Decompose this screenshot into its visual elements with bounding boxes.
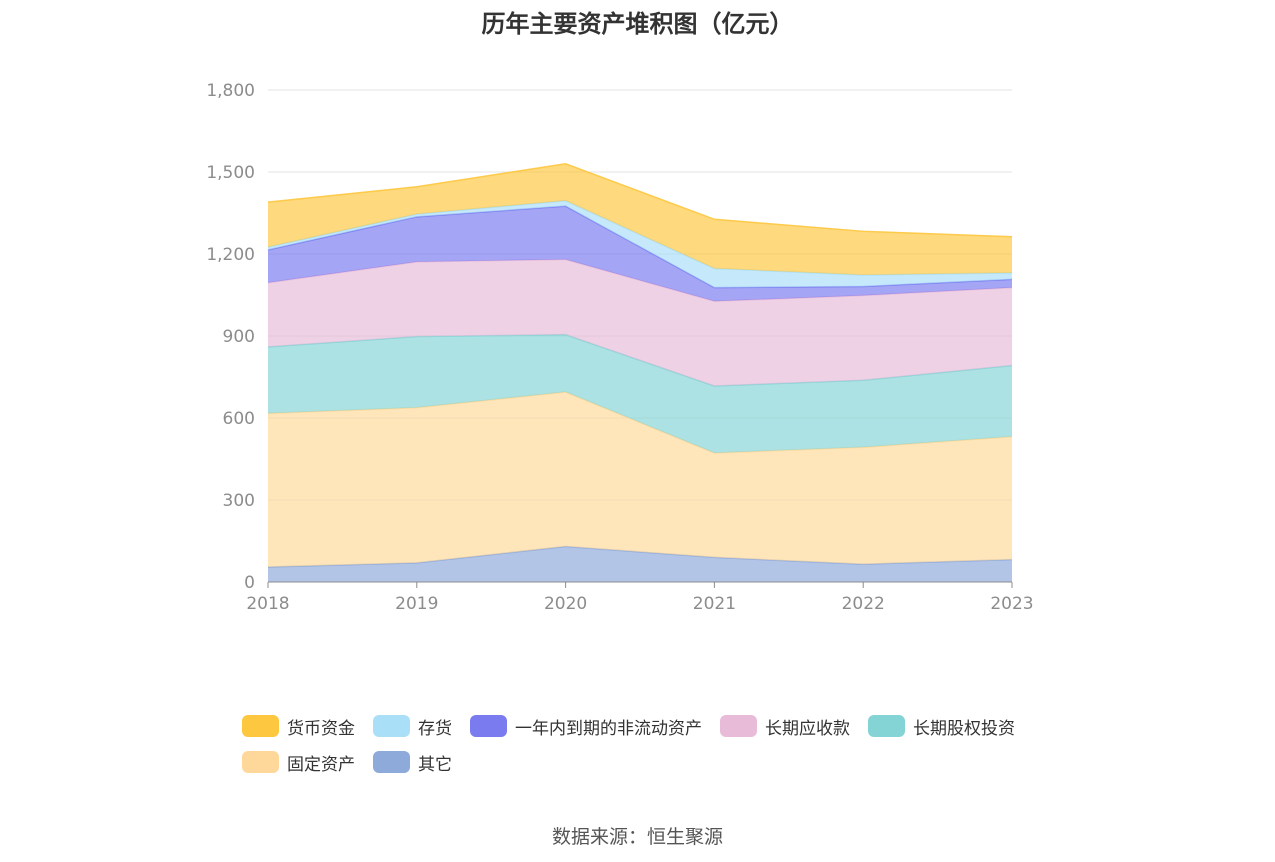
area-一年内到期的非流动资产 [268,206,1012,302]
y-tick-label: 300 [223,491,255,511]
legend-label: 固定资产 [287,754,355,775]
legend-item[interactable]: 货币资金 [242,714,355,739]
legend: 货币资金 存货 一年内到期的非流动资产 长期应收款 长期股权投资 固定资产 其它 [242,708,1062,780]
y-tick-label: 900 [223,327,255,347]
series-edge-一年内到期的非流动资产 [267,205,1013,289]
y-tick-label: 1,200 [206,245,255,265]
source-note: 数据来源：恒生聚源 [551,826,723,848]
legend-swatch [470,715,507,737]
x-tick-label: 2018 [246,594,289,614]
x-tick-label: 2022 [842,594,885,614]
chart-title: 历年主要资产堆积图（亿元） [481,10,794,38]
x-tick-label: 2020 [544,594,587,614]
legend-swatch [720,715,757,737]
area-固定资产 [268,392,1012,567]
legend-item[interactable]: 其它 [373,750,452,775]
legend-swatch [242,751,279,773]
legend-swatch [868,715,905,737]
legend-item[interactable]: 存货 [373,714,452,739]
x-tick-label: 2021 [693,594,736,614]
legend-label: 长期股权投资 [913,718,1015,739]
y-tick-label: 0 [244,573,255,593]
x-tick-label: 2023 [990,594,1033,614]
y-tick-label: 1,500 [206,163,255,183]
axes: 0 300 600 900 1,200 1,500 1,800 2018 2019 2020 202… [206,81,1033,614]
legend-swatch [373,751,410,773]
series-edge-货币资金 [267,163,1013,238]
legend-label: 一年内到期的非流动资产 [515,718,702,739]
series-edge-长期应收款 [267,258,1013,303]
legend-item[interactable]: 长期股权投资 [868,714,1015,739]
area-货币资金 [268,163,1012,276]
y-tick-label: 1,800 [206,81,255,101]
area-长期股权投资 [268,334,1012,453]
legend-item[interactable]: 固定资产 [242,750,355,775]
area-长期应收款 [268,259,1012,387]
legend-label: 存货 [418,718,452,739]
legend-label: 其它 [418,754,452,775]
area-series [267,163,1013,582]
legend-item[interactable]: 一年内到期的非流动资产 [470,714,702,739]
legend-swatch [242,715,279,737]
area-其它 [268,546,1012,582]
x-tick-label: 2019 [395,594,438,614]
area-存货 [268,200,1012,288]
legend-label: 货币资金 [287,718,355,739]
legend-swatch [373,715,410,737]
y-tick-label: 600 [223,409,255,429]
legend-item[interactable]: 长期应收款 [720,714,850,739]
legend-label: 长期应收款 [765,718,850,739]
